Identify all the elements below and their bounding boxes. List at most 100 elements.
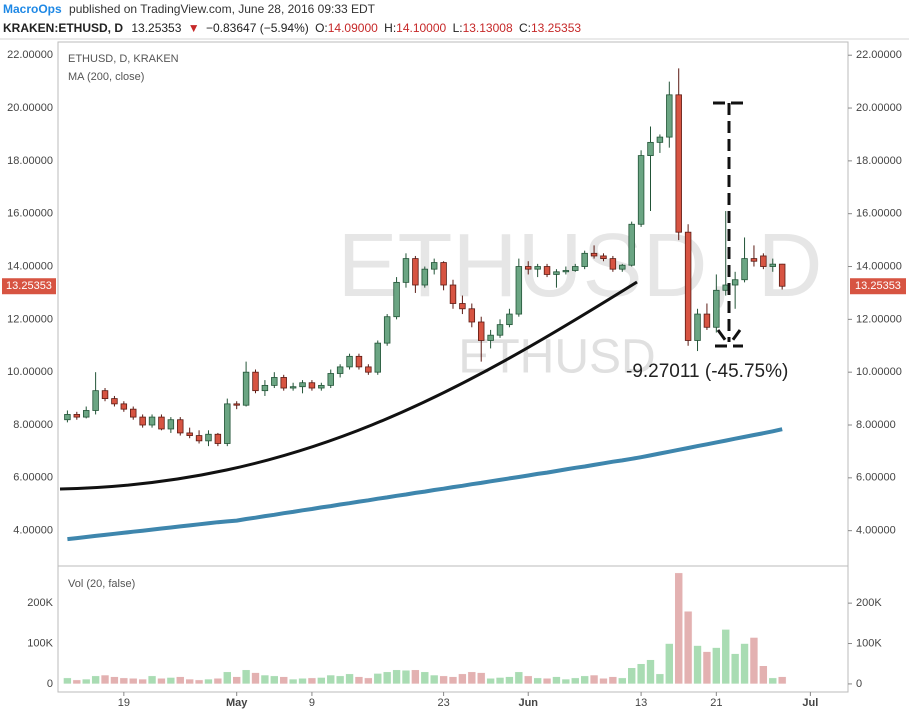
y-tick-label: 22.00000	[7, 49, 53, 61]
candle-body	[233, 403, 240, 406]
volume-bar	[542, 678, 552, 685]
volume-bar	[420, 671, 429, 685]
candle-body	[261, 384, 269, 392]
candle-body	[252, 371, 259, 392]
candle-body	[365, 366, 372, 373]
volume-bar	[382, 671, 392, 685]
volume-bar	[777, 676, 787, 685]
volume-tick-label: 0	[47, 678, 53, 690]
candle-body	[543, 266, 551, 275]
last-price-badge	[2, 278, 56, 295]
volume-bar	[288, 678, 298, 685]
ohlc-key: C:	[519, 21, 531, 35]
volume-bar	[768, 677, 777, 685]
candle-body	[590, 252, 598, 257]
volume-bar	[646, 659, 655, 685]
candle-body	[130, 408, 137, 418]
volume-bar	[213, 678, 223, 685]
candle-body	[308, 382, 316, 389]
volume-bar	[119, 677, 129, 685]
ma-label: MA (200, close)	[68, 71, 144, 83]
candle-body	[600, 255, 607, 259]
volume-bar	[712, 647, 721, 685]
change: −0.83647 (−5.94%)	[206, 21, 309, 35]
volume-bar	[618, 677, 627, 685]
y-tick-label: 12.00000	[7, 313, 53, 325]
volume-tick-label: 100K	[27, 637, 53, 649]
y-tick-label: 22.00000	[856, 49, 902, 61]
ohlc-value: 13.25353	[531, 21, 581, 35]
ohlc-key: L:	[453, 21, 463, 35]
volume-bar	[345, 673, 354, 685]
volume-bar	[166, 677, 176, 685]
volume-bar	[401, 669, 411, 685]
symbol: KRAKEN:ETHUSD, D	[3, 21, 123, 35]
candle-body	[525, 266, 532, 270]
volume-bar	[373, 673, 382, 685]
candle-body	[82, 410, 90, 418]
candle-body	[402, 258, 410, 283]
candle-body	[628, 223, 635, 266]
ohlc-key: H:	[384, 21, 396, 35]
candle-body	[778, 263, 786, 287]
volume-bar	[392, 669, 401, 685]
x-tick-label: 21	[710, 697, 722, 709]
candle-body	[186, 432, 193, 436]
candle-body	[477, 321, 485, 341]
volume-bar	[608, 676, 618, 685]
volume-bar	[495, 677, 505, 685]
candle-body	[271, 377, 278, 386]
candle-body	[327, 373, 334, 386]
volume-bar	[674, 572, 683, 685]
volume-bar	[91, 675, 100, 685]
x-tick-label: 9	[309, 697, 315, 709]
volume-bar	[364, 677, 373, 685]
candle-body	[430, 262, 438, 270]
volume-bar	[589, 674, 599, 685]
measure-label: -9.27011 (-45.75%)	[626, 361, 788, 382]
y-tick-label: 8.00000	[856, 419, 896, 431]
candle-body	[224, 403, 231, 444]
volume-bar	[599, 678, 608, 685]
volume-bar	[317, 677, 326, 685]
volume-bar	[147, 675, 157, 685]
candle-body	[647, 141, 654, 156]
volume-bar	[298, 678, 307, 685]
volume-bar	[63, 677, 72, 685]
candle-body	[299, 382, 306, 388]
volume-tick-label: 200K	[27, 597, 53, 609]
last-price-badge	[850, 278, 906, 295]
candle-body	[609, 258, 617, 270]
candle-body	[553, 271, 560, 275]
last-price: 13.25353	[131, 21, 181, 35]
y-tick-label: 16.00000	[7, 208, 53, 220]
volume-bar	[693, 645, 702, 685]
candle-body	[346, 355, 353, 368]
ohlc-value: 14.09000	[328, 21, 378, 35]
volume-bar	[429, 674, 439, 685]
candle-body	[713, 289, 720, 328]
candle-body	[148, 416, 156, 426]
volume-bar	[232, 676, 241, 685]
candle-body	[459, 303, 466, 310]
volume-bar	[477, 672, 486, 685]
volume-bar	[100, 674, 110, 685]
volume-bar	[110, 676, 119, 685]
candle-body	[242, 371, 250, 406]
pane-border	[57, 41, 849, 693]
volume-bar	[439, 675, 448, 685]
x-tick-label: Jul	[802, 697, 818, 709]
volume-bar	[72, 679, 82, 685]
x-tick-label: 19	[118, 697, 130, 709]
ma-line	[67, 427, 783, 542]
volume-bar	[524, 675, 533, 685]
y-tick-label: 6.00000	[13, 472, 53, 484]
volume-bar	[683, 610, 693, 685]
ohlc-value: 13.13008	[463, 21, 513, 35]
volume-tick-label: 200K	[856, 597, 882, 609]
volume-label: Vol (20, false)	[68, 578, 135, 590]
volume-bar	[514, 671, 524, 685]
volume-bar	[157, 678, 166, 685]
